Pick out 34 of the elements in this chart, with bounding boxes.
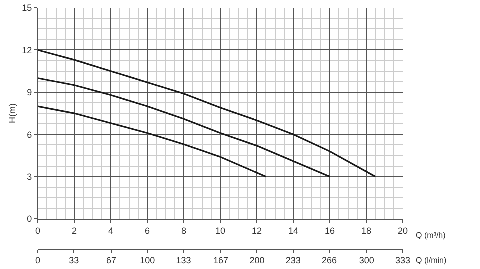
x-tick-label: 16 [324, 226, 336, 236]
x-tick-label: 2 [72, 226, 78, 236]
x-tick-label: 0 [35, 226, 41, 236]
x2-axis-title: Q (l/min) [416, 256, 447, 265]
x2-tick-label: 0 [35, 256, 41, 266]
x-axis-title: Q (m³/h) [416, 231, 446, 240]
y-tick-label: 3 [27, 172, 32, 182]
x-tick-label: 14 [288, 226, 299, 236]
x-tick-label: 10 [215, 226, 226, 236]
x-tick-label: 12 [252, 226, 262, 236]
x2-tick-label: 100 [140, 256, 156, 266]
x-tick-label: 18 [361, 226, 372, 236]
y-tick-label: 6 [27, 130, 32, 140]
x2-tick-label: 300 [359, 256, 374, 266]
x-tick-label: 8 [181, 226, 187, 236]
line-series [38, 78, 331, 178]
y-tick-label: 0 [27, 214, 32, 224]
y-tick-label: 9 [27, 88, 32, 98]
line-series [38, 49, 376, 178]
x2-tick-label: 167 [214, 256, 229, 266]
x2-tick-label: 333 [395, 256, 411, 266]
line-series [38, 106, 267, 178]
x-tick-label: 20 [398, 226, 408, 236]
y-tick-label: 15 [22, 3, 32, 14]
x2-tick-label: 33 [69, 256, 80, 266]
x2-tick-label: 200 [250, 256, 265, 266]
x2-tick-label: 133 [176, 256, 192, 266]
x2-tick-label: 266 [322, 256, 338, 266]
y-axis-title: H(m) [8, 104, 18, 124]
x-tick-label: 4 [108, 226, 114, 236]
x-tick-label: 6 [144, 226, 150, 236]
x2-tick-label: 233 [286, 256, 301, 266]
y-tick-label: 12 [22, 45, 32, 56]
x2-tick-label: 67 [106, 256, 116, 266]
